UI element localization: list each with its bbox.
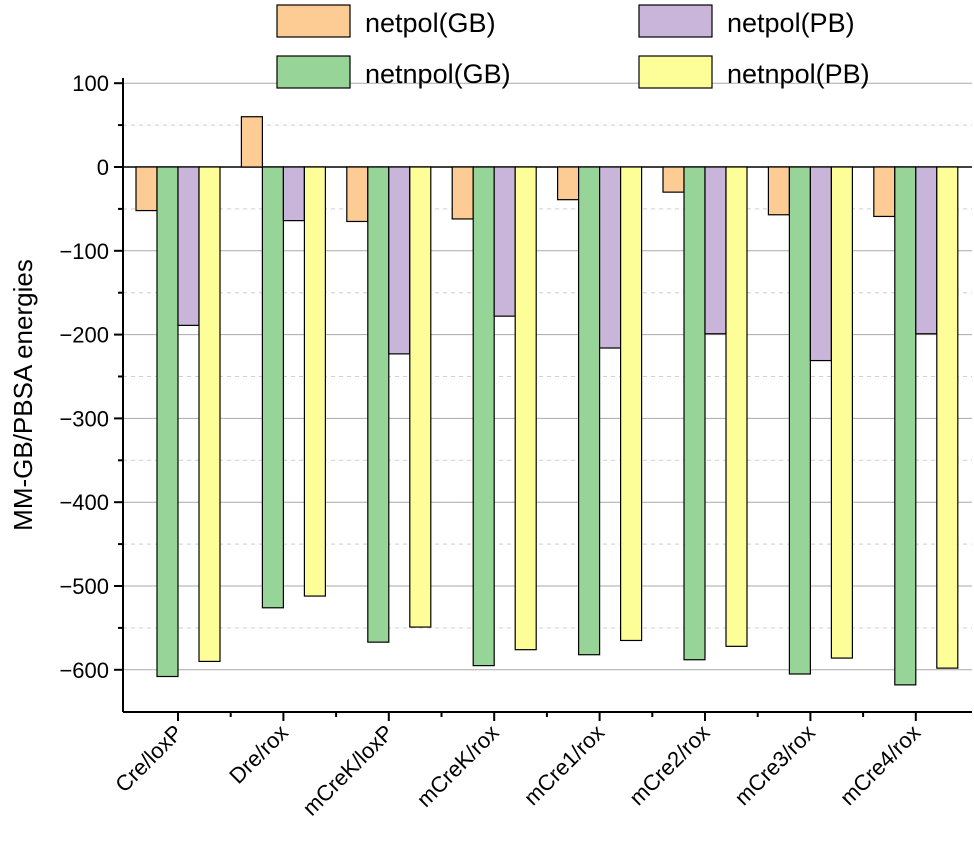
x-tick-label: mCre3/rox: [730, 720, 820, 810]
bar: [598, 166, 622, 349]
bar: [830, 166, 854, 659]
x-tick-label: Dre/rox: [224, 720, 293, 789]
x-tick-label: mCreK/loxP: [298, 720, 399, 821]
bar: [472, 166, 495, 667]
bar: [788, 166, 812, 675]
legend-label: netnpol(PB): [727, 59, 870, 89]
bar: [704, 166, 727, 335]
bar: [240, 116, 263, 168]
x-tick-label: mCreK/rox: [412, 720, 504, 812]
bar: [915, 166, 938, 335]
bar: [135, 166, 158, 212]
y-tick-label: 0: [97, 155, 109, 180]
legend-label: netnpol(GB): [365, 59, 511, 89]
bar: [577, 166, 601, 656]
bar: [619, 166, 643, 642]
legend-swatch: [276, 4, 351, 38]
bar: [767, 166, 791, 216]
x-tick-label: Cre/loxP: [110, 720, 187, 797]
legend-label: netpol(PB): [727, 8, 855, 38]
bar: [303, 166, 326, 597]
bar: [282, 166, 305, 222]
legend: netpol(GB) netnpol(GB) netpol(PB) netnpol(P…: [276, 4, 870, 89]
x-ticks: Cre/loxP Dre/rox mCreK/loxP mCreK/rox mCre1/…: [110, 712, 925, 821]
y-tick-label: −400: [59, 490, 109, 515]
bar: [514, 166, 537, 651]
bar: [936, 166, 959, 669]
y-tick-label: −200: [59, 323, 109, 348]
legend-swatch: [638, 55, 713, 89]
bar: [156, 166, 179, 678]
x-tick-label: mCre1/rox: [519, 720, 609, 810]
y-tick-label: −500: [59, 574, 109, 599]
y-tick-label: −100: [59, 239, 109, 264]
bar: [177, 166, 200, 326]
bar: [894, 166, 917, 686]
y-tick-label: 100: [72, 71, 109, 96]
legend-label: netpol(GB): [365, 8, 496, 38]
legend-swatch: [638, 4, 713, 38]
x-tick-label: mCre2/rox: [624, 720, 714, 810]
bar: [409, 166, 432, 628]
bar: [725, 166, 748, 647]
bars: [135, 116, 959, 686]
bar: [198, 166, 221, 663]
y-tick-label: −600: [59, 658, 109, 683]
bar: [346, 166, 369, 223]
bar: [809, 166, 833, 362]
legend-swatch: [276, 55, 351, 89]
bar: [367, 166, 390, 643]
bar: [556, 166, 580, 201]
bar: [683, 166, 706, 661]
x-tick-label: mCre4/rox: [835, 720, 925, 810]
bar: [493, 166, 516, 317]
bar: [261, 166, 284, 609]
bar: [451, 166, 474, 220]
y-tick-label: −300: [59, 406, 109, 431]
y-ticks: 100 0 −100 −200 −300 −400 −500 −600: [59, 71, 123, 683]
bar: [662, 166, 685, 193]
bar: [388, 166, 411, 355]
bar: [873, 166, 896, 218]
y-axis-title: MM-GB/PBSA energies: [8, 259, 38, 531]
